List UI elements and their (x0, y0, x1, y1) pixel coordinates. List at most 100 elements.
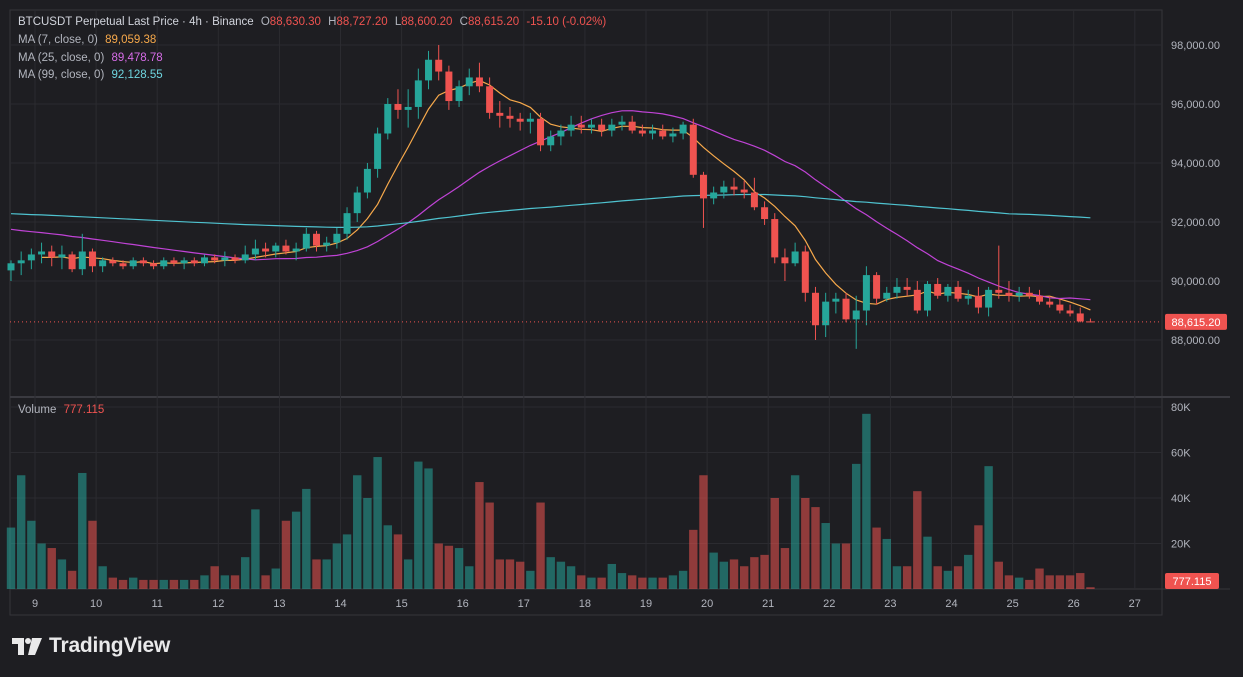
candle-body[interactable] (150, 263, 158, 267)
volume-bar[interactable] (444, 545, 454, 589)
volume-bar[interactable] (403, 559, 413, 589)
volume-bar[interactable] (709, 552, 718, 589)
volume-bar[interactable] (1055, 575, 1065, 589)
candle-body[interactable] (221, 257, 229, 261)
volume-bar[interactable] (872, 527, 881, 589)
candle-body[interactable] (730, 186, 738, 190)
candle-body[interactable] (7, 263, 15, 271)
volume-bar[interactable] (638, 577, 647, 589)
volume-bar[interactable] (291, 511, 301, 589)
candle-body[interactable] (547, 136, 555, 146)
volume-legend[interactable]: Volume 777.115 (18, 404, 104, 416)
candle-body[interactable] (292, 248, 300, 252)
candle-body[interactable] (1015, 292, 1023, 296)
volume-bar[interactable] (88, 520, 97, 589)
candle-body[interactable] (689, 124, 697, 175)
candle-body[interactable] (801, 251, 809, 293)
volume-bar[interactable] (790, 475, 800, 589)
volume-bar[interactable] (190, 579, 199, 589)
candle-body[interactable] (333, 233, 341, 243)
candle-body[interactable] (486, 86, 494, 113)
volume-bar[interactable] (1065, 575, 1075, 589)
candle-body[interactable] (190, 260, 198, 264)
candle-body[interactable] (88, 251, 96, 267)
candle-body[interactable] (200, 257, 208, 264)
candle-body[interactable] (985, 289, 993, 308)
candle-body[interactable] (394, 104, 402, 110)
candle-body[interactable] (374, 133, 382, 169)
volume-bar[interactable] (607, 563, 617, 589)
candle-body[interactable] (1025, 292, 1033, 296)
volume-bar[interactable] (495, 559, 504, 589)
volume-bar[interactable] (933, 566, 942, 589)
candle-body[interactable] (1066, 310, 1074, 314)
volume-bar[interactable] (322, 559, 331, 589)
volume-bar[interactable] (770, 498, 779, 589)
volume-bar[interactable] (108, 577, 118, 589)
volume-bar[interactable] (658, 577, 667, 589)
volume-bar[interactable] (678, 570, 688, 589)
volume-bar[interactable] (373, 457, 382, 589)
volume-bar[interactable] (740, 566, 749, 589)
volume-bar[interactable] (353, 475, 362, 589)
candle-body[interactable] (771, 219, 779, 258)
volume-bar[interactable] (332, 543, 342, 590)
candle-body[interactable] (934, 283, 942, 296)
candle-body[interactable] (1046, 301, 1054, 305)
ma25-legend[interactable]: MA (25, close, 0) 89,478.78 (18, 52, 167, 64)
candle-body[interactable] (99, 260, 107, 267)
volume-bar[interactable] (57, 559, 67, 589)
volume-bar[interactable] (729, 559, 739, 589)
candle-body[interactable] (251, 248, 259, 255)
candle-body[interactable] (241, 254, 249, 261)
candle-body[interactable] (129, 260, 137, 267)
candle-body[interactable] (526, 118, 534, 122)
volume-bar[interactable] (841, 543, 851, 590)
volume-bar[interactable] (210, 566, 219, 589)
volume-bar[interactable] (668, 575, 678, 589)
ma7-legend[interactable]: MA (7, close, 0) 89,059.38 (18, 34, 160, 46)
candle-body[interactable] (669, 133, 677, 137)
volume-bar[interactable] (251, 509, 260, 589)
volume-bar[interactable] (78, 472, 87, 589)
volume-bar[interactable] (271, 568, 280, 589)
candle-body[interactable] (903, 286, 911, 290)
volume-bar[interactable] (281, 520, 291, 589)
candle-body[interactable] (995, 289, 1003, 293)
volume-bar[interactable] (230, 575, 240, 589)
candle-body[interactable] (425, 59, 433, 81)
candle-body[interactable] (618, 121, 626, 125)
volume-bar[interactable] (964, 554, 973, 589)
candle-body[interactable] (577, 124, 585, 128)
volume-bar[interactable] (342, 534, 352, 589)
candle-body[interactable] (608, 124, 616, 131)
volume-bar[interactable] (1035, 568, 1044, 589)
candle-body[interactable] (567, 124, 575, 131)
candles[interactable] (7, 45, 1094, 349)
candle-body[interactable] (323, 242, 331, 246)
volume-bar[interactable] (1025, 579, 1034, 589)
candle-body[interactable] (465, 77, 473, 87)
volume-bar[interactable] (902, 566, 912, 589)
volume-bar[interactable] (363, 498, 372, 589)
candle-body[interactable] (628, 121, 636, 131)
volume-bar[interactable] (149, 579, 158, 589)
volume-bar[interactable] (566, 566, 576, 589)
candle-body[interactable] (720, 186, 728, 193)
candle-body[interactable] (679, 124, 687, 134)
candle-body[interactable] (139, 260, 147, 264)
candle-body[interactable] (506, 115, 514, 119)
candle-body[interactable] (974, 295, 982, 308)
candle-body[interactable] (791, 251, 799, 264)
volume-bar[interactable] (689, 529, 698, 589)
volume-bar[interactable] (312, 559, 321, 589)
volume-bar[interactable] (536, 502, 545, 589)
candle-body[interactable] (761, 207, 769, 220)
candle-body[interactable] (750, 192, 758, 208)
volume-bar[interactable] (862, 413, 871, 589)
volume-bar[interactable] (169, 579, 179, 589)
candle-body[interactable] (27, 254, 35, 261)
candle-body[interactable] (781, 257, 789, 264)
volume-bar[interactable] (261, 575, 270, 589)
